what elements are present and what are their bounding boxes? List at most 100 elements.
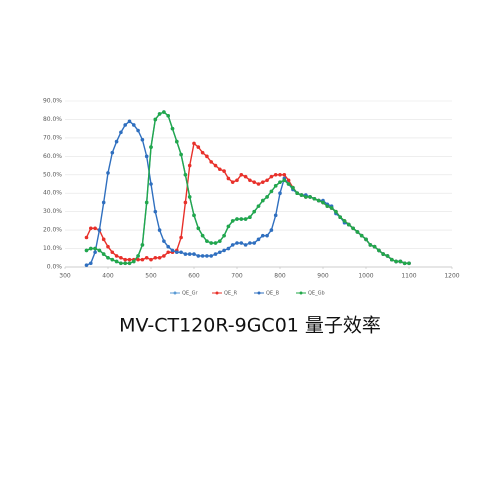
data-point (243, 217, 248, 221)
data-point (84, 248, 89, 253)
data-point (209, 160, 213, 164)
data-point (110, 250, 115, 255)
data-point (239, 241, 244, 245)
data-point (110, 257, 115, 262)
data-point (278, 191, 282, 196)
data-point (106, 255, 110, 260)
data-point (390, 257, 394, 262)
data-point (196, 145, 201, 149)
data-point (162, 239, 166, 243)
y-tick-label: 60.0% (43, 153, 62, 160)
data-point (132, 123, 136, 127)
data-point (321, 200, 325, 205)
data-point (222, 248, 226, 253)
data-point (226, 176, 231, 181)
data-point (230, 243, 235, 247)
data-point (149, 145, 153, 149)
data-point (329, 206, 334, 210)
data-point (175, 139, 179, 144)
y-tick-label: 90.0% (43, 98, 62, 105)
data-point (299, 193, 304, 197)
data-point (222, 233, 226, 238)
data-point (398, 259, 403, 264)
series-line (85, 142, 409, 265)
data-point (179, 152, 183, 157)
data-point (213, 163, 218, 168)
data-point (269, 228, 274, 232)
y-tick-label: 80.0% (43, 116, 62, 123)
data-point (252, 241, 256, 245)
data-point (252, 209, 256, 214)
data-point (162, 254, 166, 258)
data-point (106, 244, 110, 249)
data-point (196, 226, 201, 231)
data-point (153, 255, 158, 260)
data-point (256, 237, 261, 242)
data-point (286, 178, 291, 183)
data-point (261, 180, 265, 184)
data-point (170, 248, 175, 253)
legend-marker (299, 291, 303, 295)
data-point (93, 246, 97, 251)
data-point (97, 228, 102, 232)
data-point (239, 217, 244, 221)
y-tick-label: 70.0% (43, 134, 62, 141)
legend-label: QE_Gb (308, 291, 325, 297)
data-point (136, 254, 140, 258)
y-tick-label: 50.0% (43, 171, 62, 178)
data-point (213, 241, 218, 245)
data-point (127, 119, 132, 124)
data-point (101, 200, 106, 205)
data-point (114, 139, 119, 144)
data-point (89, 246, 93, 251)
data-point (261, 198, 265, 203)
y-tick-label: 0.0% (47, 264, 63, 271)
data-point (269, 189, 274, 194)
data-point (248, 215, 252, 219)
data-point (235, 178, 239, 183)
x-tick-label: 600 (188, 273, 200, 280)
data-point (205, 154, 209, 159)
data-point (381, 252, 386, 256)
data-point (402, 261, 407, 266)
x-tick-label: 900 (317, 273, 329, 280)
data-point (157, 255, 162, 260)
data-point (218, 250, 222, 255)
data-point (218, 167, 222, 172)
data-point (286, 182, 291, 186)
data-point (351, 226, 355, 231)
data-point (175, 250, 179, 255)
data-point (114, 259, 119, 264)
data-point (273, 184, 278, 188)
data-point (123, 123, 127, 127)
data-point (213, 252, 218, 256)
data-point (226, 224, 231, 229)
data-point (248, 178, 252, 183)
data-point (377, 248, 381, 253)
data-point (269, 174, 274, 179)
data-point (394, 259, 398, 264)
data-point (101, 237, 106, 242)
data-point (183, 200, 188, 205)
data-point (278, 172, 282, 177)
data-point (157, 112, 162, 116)
data-point (84, 235, 89, 240)
data-point (265, 195, 269, 199)
data-point (183, 172, 188, 177)
data-point (368, 243, 373, 247)
data-point (273, 213, 278, 218)
data-point (187, 252, 192, 256)
x-tick-label: 400 (102, 273, 114, 280)
data-point (282, 172, 287, 177)
data-point (218, 239, 222, 243)
data-point (89, 261, 93, 266)
data-point (144, 200, 149, 205)
data-point (192, 213, 196, 218)
data-point (166, 113, 170, 118)
y-tick-label: 40.0% (43, 190, 62, 197)
data-point (140, 243, 145, 247)
data-point (153, 117, 158, 122)
data-point (183, 252, 188, 256)
x-tick-label: 1200 (444, 273, 459, 280)
data-point (179, 235, 183, 240)
